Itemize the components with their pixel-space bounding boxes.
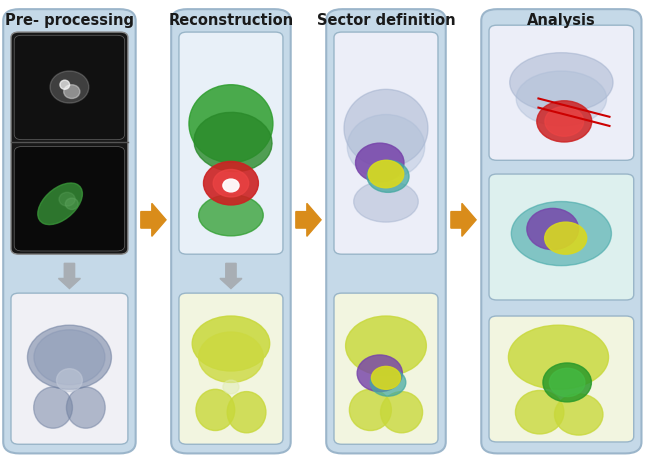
Ellipse shape	[194, 112, 272, 172]
FancyArrow shape	[220, 263, 242, 289]
Ellipse shape	[27, 325, 112, 389]
Ellipse shape	[65, 198, 78, 209]
Ellipse shape	[516, 71, 607, 126]
FancyBboxPatch shape	[326, 9, 446, 453]
Text: Reconstruction: Reconstruction	[169, 13, 293, 28]
FancyBboxPatch shape	[334, 32, 438, 254]
FancyArrow shape	[141, 203, 166, 236]
Ellipse shape	[60, 80, 70, 89]
Ellipse shape	[64, 85, 80, 98]
Ellipse shape	[213, 169, 249, 197]
Text: Analysis: Analysis	[527, 13, 596, 28]
FancyBboxPatch shape	[14, 35, 125, 140]
Ellipse shape	[346, 316, 426, 376]
FancyBboxPatch shape	[481, 9, 641, 453]
Ellipse shape	[34, 330, 105, 385]
Ellipse shape	[355, 143, 404, 182]
Text: Sector definition: Sector definition	[317, 13, 455, 28]
Ellipse shape	[196, 389, 234, 431]
Ellipse shape	[357, 355, 402, 392]
Ellipse shape	[227, 392, 266, 433]
Ellipse shape	[203, 161, 258, 205]
FancyBboxPatch shape	[171, 9, 291, 453]
FancyArrow shape	[59, 263, 81, 289]
FancyBboxPatch shape	[489, 25, 634, 160]
Ellipse shape	[549, 368, 585, 397]
Ellipse shape	[50, 71, 89, 103]
Ellipse shape	[512, 202, 612, 266]
Ellipse shape	[508, 325, 609, 389]
FancyArrow shape	[451, 203, 476, 236]
FancyBboxPatch shape	[334, 293, 438, 444]
Ellipse shape	[516, 390, 564, 434]
Ellipse shape	[189, 85, 273, 163]
Ellipse shape	[545, 222, 587, 254]
FancyBboxPatch shape	[3, 9, 136, 453]
Ellipse shape	[368, 160, 404, 188]
Ellipse shape	[380, 392, 422, 433]
Ellipse shape	[223, 179, 239, 192]
FancyArrow shape	[296, 203, 321, 236]
Ellipse shape	[344, 89, 428, 167]
FancyBboxPatch shape	[179, 32, 283, 254]
FancyBboxPatch shape	[11, 32, 128, 254]
Ellipse shape	[543, 363, 591, 402]
FancyBboxPatch shape	[489, 316, 634, 442]
FancyBboxPatch shape	[11, 293, 128, 444]
Ellipse shape	[348, 114, 425, 179]
Ellipse shape	[367, 160, 409, 192]
Ellipse shape	[199, 332, 264, 382]
Ellipse shape	[354, 181, 419, 222]
Ellipse shape	[34, 387, 72, 428]
Ellipse shape	[67, 387, 105, 428]
Ellipse shape	[371, 366, 401, 389]
FancyBboxPatch shape	[179, 293, 283, 444]
Ellipse shape	[554, 394, 603, 435]
Ellipse shape	[59, 192, 75, 206]
FancyBboxPatch shape	[489, 174, 634, 300]
Ellipse shape	[199, 195, 264, 236]
Ellipse shape	[545, 107, 583, 136]
FancyBboxPatch shape	[14, 147, 125, 251]
Ellipse shape	[37, 183, 83, 224]
Ellipse shape	[223, 380, 239, 394]
Ellipse shape	[370, 369, 406, 396]
Ellipse shape	[349, 389, 391, 431]
Ellipse shape	[537, 101, 592, 142]
Text: Pre- processing: Pre- processing	[5, 13, 134, 28]
Ellipse shape	[510, 53, 613, 112]
Ellipse shape	[527, 208, 579, 250]
Ellipse shape	[193, 316, 270, 371]
Ellipse shape	[57, 369, 83, 392]
